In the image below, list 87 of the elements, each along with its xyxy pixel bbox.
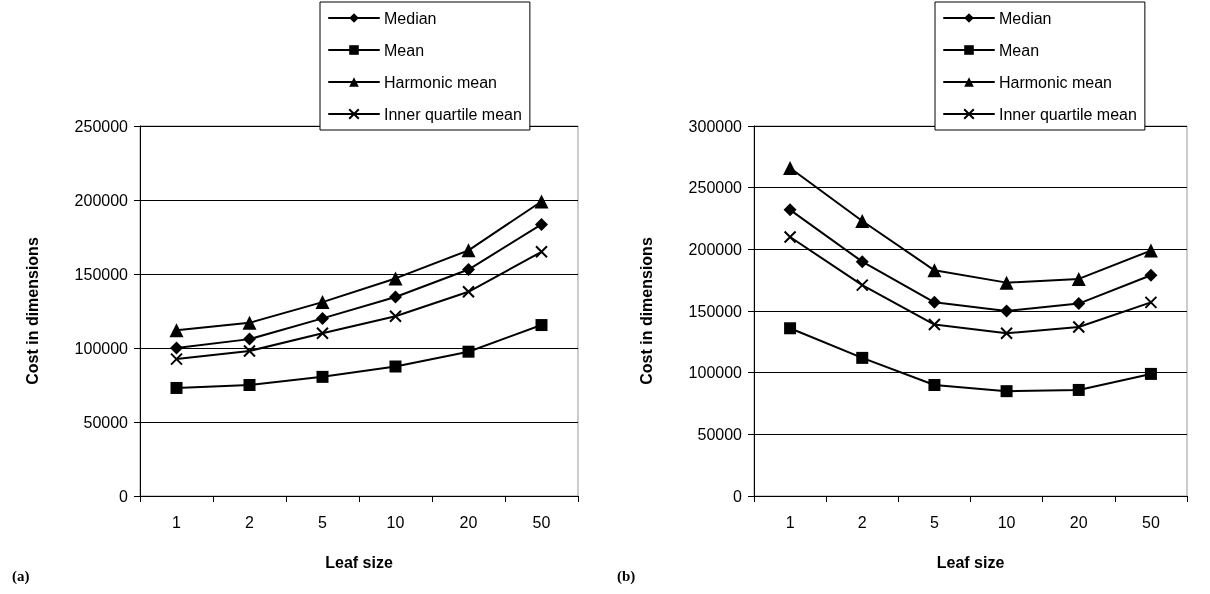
point [783,160,798,175]
legend-label: Mean [999,41,1040,59]
point [999,275,1014,290]
point [389,360,402,373]
x-tick-label: 5 [929,513,939,531]
point [1072,297,1086,311]
x-tick-label: 10 [997,513,1016,531]
y-tick-label: 200000 [688,240,743,258]
point [855,255,869,269]
legend-label: Median [999,9,1052,27]
point [243,344,256,358]
y-tick-label: 150000 [74,265,129,283]
y-tick-label: 250000 [688,179,743,197]
y-tick-label: 0 [733,487,743,505]
text: (b) [617,567,636,585]
point [1000,385,1013,398]
x-tick-label: 2 [857,513,867,531]
point [170,352,183,366]
point [1000,326,1014,340]
point [928,379,941,391]
point [1143,243,1158,258]
legend-label: Harmonic mean [384,73,497,91]
point [783,203,797,217]
point [535,245,548,259]
x-tick-label: 1 [172,513,182,531]
point [1071,271,1086,286]
point [855,278,869,292]
x-tick-label: 20 [1069,513,1088,531]
x-tick-label: 50 [1142,513,1160,531]
point [1144,268,1158,282]
y-tick-label: 100000 [74,339,129,357]
y-tick-label: 100000 [688,364,743,382]
y-tick-label: 150000 [688,302,743,320]
y-tick-label: 50000 [83,413,129,431]
point [856,351,869,364]
point [316,326,329,340]
point [169,323,184,338]
point [1000,304,1014,318]
x-tick-label: 20 [459,513,478,531]
point [462,285,475,299]
point [1144,295,1158,309]
point [927,318,941,332]
point [462,345,475,358]
point [535,217,548,231]
y-axis-title: Cost in dimensions [637,237,655,385]
legend-label: Median [384,9,437,27]
legend-label: Inner quartile mean [999,105,1137,123]
legend-label: Inner quartile mean [384,105,522,123]
text: (a) [12,567,30,585]
x-tick-label: 10 [386,513,405,531]
point [1072,383,1085,396]
point [784,322,797,335]
point [855,213,870,228]
point [315,295,330,310]
y-tick-label: 200000 [74,191,129,209]
x-axis-title: Leaf size [325,553,393,571]
x-tick-label: 1 [785,513,795,531]
point [388,271,403,286]
x-axis-title: Leaf size [936,553,1005,571]
y-tick-label: 300000 [688,117,743,135]
point [316,370,329,383]
point [1144,367,1157,380]
point [243,332,256,346]
point [243,379,256,391]
x-tick-label: 5 [318,513,328,531]
legend-label: Harmonic mean [999,73,1112,91]
point [783,230,797,244]
point [535,319,548,332]
y-tick-label: 0 [119,487,129,505]
point [316,311,329,325]
point [242,315,257,330]
point [927,295,941,309]
point [1072,320,1086,334]
legend-label: Mean [384,41,425,59]
point [462,263,475,277]
x-tick-label: 2 [245,513,255,531]
point [927,263,942,278]
y-axis-title: Cost in dimensions [23,237,41,385]
point [461,243,476,258]
point [389,309,402,323]
x-tick-label: 50 [532,513,551,531]
point [170,381,183,394]
point [170,341,183,355]
y-tick-label: 250000 [74,117,129,135]
y-tick-label: 50000 [697,425,743,443]
point [389,290,402,304]
point [534,194,549,209]
